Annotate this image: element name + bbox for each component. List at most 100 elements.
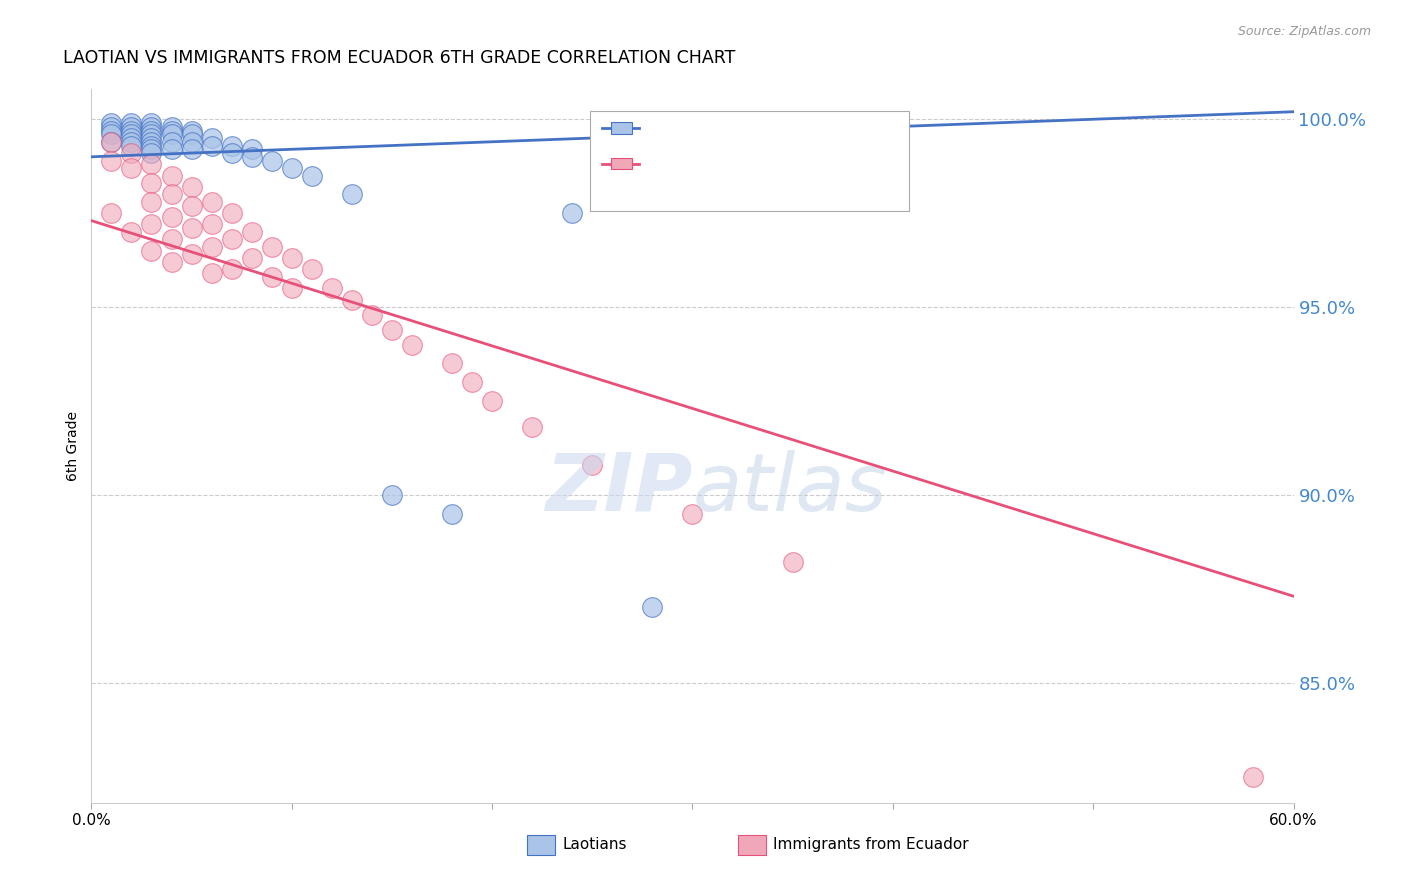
Point [440, 356, 463, 370]
Point [281, 251, 304, 265]
Point [100, 120, 122, 134]
Point [100, 128, 122, 142]
Point [180, 199, 202, 213]
Point [180, 221, 202, 235]
Point [260, 270, 283, 285]
Point [260, 240, 283, 254]
Point [160, 128, 183, 142]
Point [180, 142, 202, 156]
Point [221, 146, 243, 161]
Point [141, 244, 163, 258]
Point [141, 218, 163, 232]
Point [141, 146, 163, 161]
Point [141, 128, 163, 142]
Point [201, 266, 224, 280]
Point [440, 507, 463, 521]
Point [221, 138, 243, 153]
Point [321, 281, 343, 295]
Point [121, 138, 143, 153]
Point [381, 488, 404, 502]
Point [201, 240, 224, 254]
Point [281, 161, 304, 175]
Point [180, 128, 202, 142]
Text: ZIP: ZIP [546, 450, 692, 528]
Point [100, 153, 122, 168]
Point [381, 322, 404, 336]
Point [160, 210, 183, 224]
Point [141, 120, 163, 134]
Text: Immigrants from Ecuador: Immigrants from Ecuador [773, 838, 969, 852]
Point [782, 556, 804, 570]
Point [461, 375, 484, 389]
Point [160, 142, 183, 156]
Point [340, 293, 363, 307]
Point [160, 232, 183, 246]
Point [160, 120, 183, 134]
Point [301, 262, 323, 277]
Point [121, 146, 143, 161]
Point [260, 153, 283, 168]
Point [100, 135, 122, 149]
Point [481, 393, 503, 408]
Point [141, 131, 163, 145]
Point [180, 123, 202, 137]
Point [160, 123, 183, 137]
Point [141, 135, 163, 149]
Point [160, 169, 183, 183]
Point [240, 142, 263, 156]
Point [121, 225, 143, 239]
Point [160, 187, 183, 202]
Point [141, 138, 163, 153]
Point [1243, 770, 1265, 784]
Point [401, 337, 423, 351]
Point [100, 123, 122, 137]
Text: LAOTIAN VS IMMIGRANTS FROM ECUADOR 6TH GRADE CORRELATION CHART: LAOTIAN VS IMMIGRANTS FROM ECUADOR 6TH G… [63, 49, 735, 67]
Point [100, 135, 122, 149]
Point [121, 123, 143, 137]
Text: Source: ZipAtlas.com: Source: ZipAtlas.com [1237, 25, 1371, 38]
Point [340, 187, 363, 202]
Point [160, 255, 183, 269]
Point [201, 218, 224, 232]
Point [201, 138, 224, 153]
Point [121, 120, 143, 134]
Point [581, 458, 603, 472]
Point [141, 194, 163, 209]
Text: R =   0.198   N = 44: R = 0.198 N = 44 [644, 124, 844, 142]
Point [221, 232, 243, 246]
Point [301, 169, 323, 183]
Point [520, 420, 543, 434]
Point [141, 176, 163, 190]
Point [121, 116, 143, 130]
Point [141, 123, 163, 137]
Point [201, 131, 224, 145]
Point [360, 308, 382, 322]
Point [160, 135, 183, 149]
Point [180, 179, 202, 194]
Point [201, 194, 224, 209]
Point [281, 281, 304, 295]
Text: Laotians: Laotians [562, 838, 627, 852]
Point [641, 600, 664, 615]
Point [141, 142, 163, 156]
Text: R = -0.540   N = 47: R = -0.540 N = 47 [644, 160, 834, 178]
Point [180, 247, 202, 261]
Point [221, 206, 243, 220]
Point [180, 135, 202, 149]
Point [141, 116, 163, 130]
Point [240, 150, 263, 164]
Point [240, 225, 263, 239]
Point [681, 507, 703, 521]
Point [240, 251, 263, 265]
Point [121, 131, 143, 145]
Point [121, 135, 143, 149]
Text: atlas: atlas [692, 450, 887, 528]
Y-axis label: 6th Grade: 6th Grade [66, 411, 80, 481]
Point [561, 206, 583, 220]
Point [100, 206, 122, 220]
Point [121, 161, 143, 175]
Point [100, 116, 122, 130]
Point [141, 157, 163, 171]
Point [121, 128, 143, 142]
Point [221, 262, 243, 277]
